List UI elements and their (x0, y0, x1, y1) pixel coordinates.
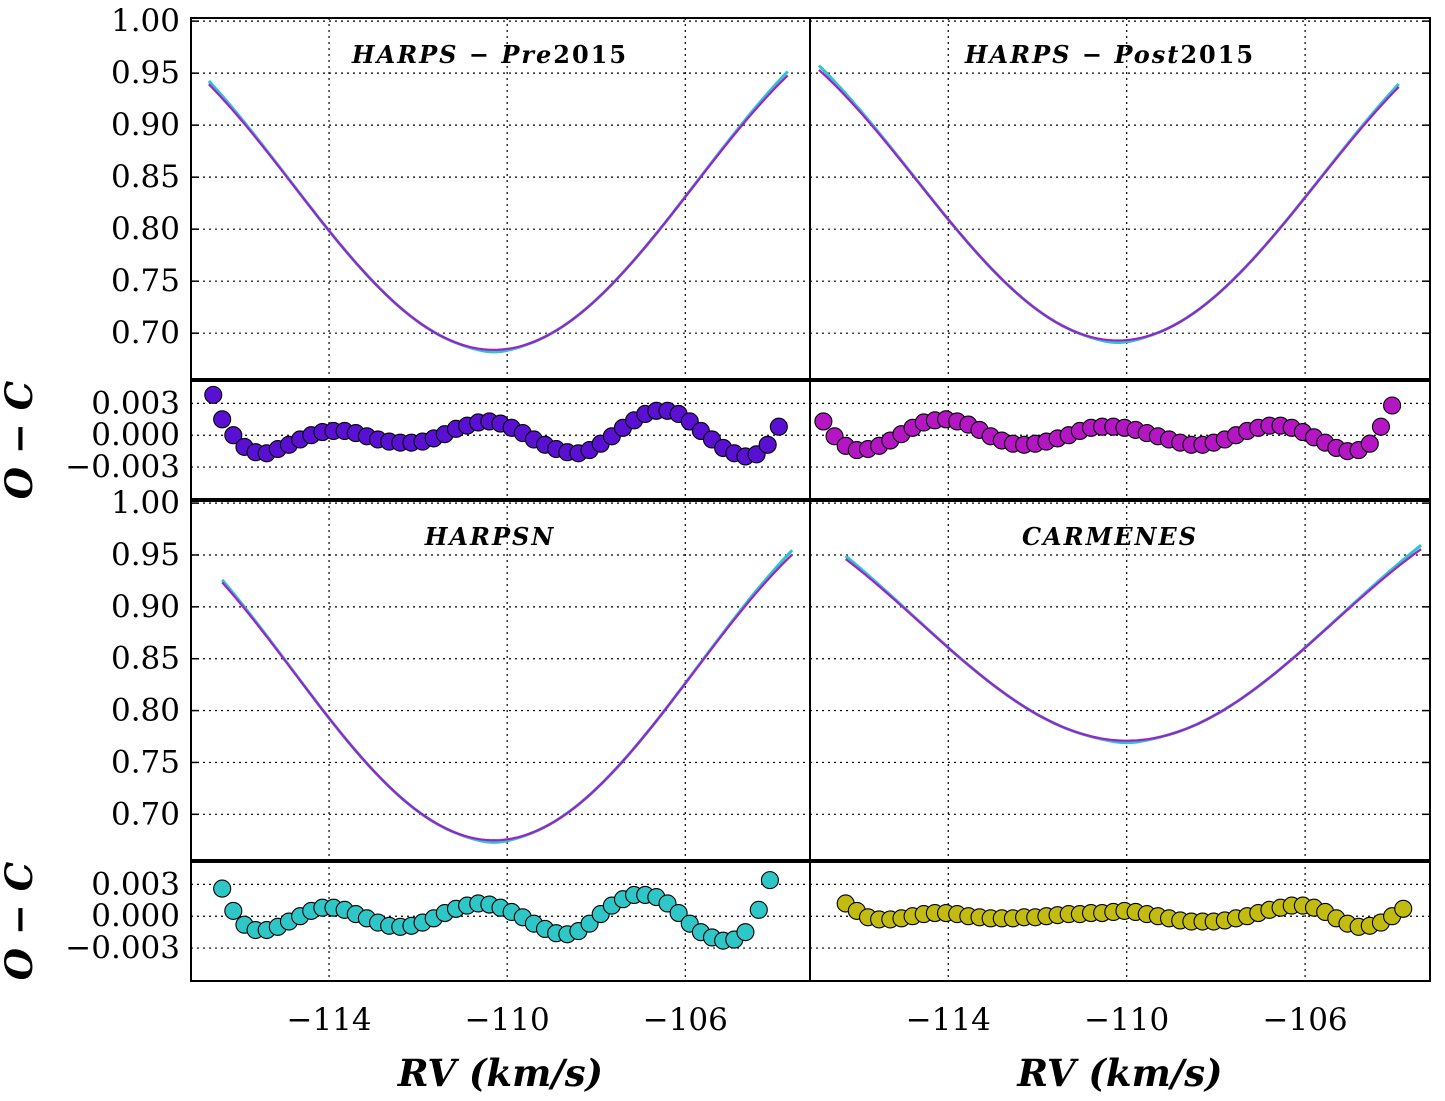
model-profile-harps-pre2015 (208, 74, 789, 351)
residual-y-tick-label: −0.003 (65, 449, 180, 485)
profile-y-tick-label: 0.75 (111, 744, 180, 780)
model-profile-carmenes (845, 548, 1422, 742)
profile-y-tick-label: 0.95 (111, 537, 180, 573)
profile-y-tick-label: 0.70 (111, 315, 180, 351)
residual-point-harps-pre2015 (204, 385, 223, 404)
residual-point-harps-post2015 (814, 412, 833, 431)
panel-title-main: CARMENES (1022, 522, 1198, 551)
residual-point-harps-post2015 (1383, 396, 1402, 415)
residual-point-harps-post2015 (1371, 417, 1390, 436)
x-axis-label: RV (km/s) (397, 1051, 603, 1095)
residual-point-harpsn (749, 900, 768, 919)
residual-point-harps-pre2015 (758, 435, 777, 454)
panel-title-harps-pre2015: HARPS − Pre2015 (351, 40, 628, 69)
model-profile-harpsn (221, 553, 793, 842)
profile-y-tick-label: 0.85 (111, 159, 180, 195)
panel-title-harpsn: HARPSN (424, 522, 556, 551)
x-tick-label: −106 (1263, 1002, 1348, 1038)
residual-point-harps-post2015 (1360, 434, 1379, 453)
residual-axis-label: O − C (0, 861, 41, 980)
profile-y-tick-label: 1.00 (111, 485, 180, 521)
observed-profile-harps-post2015 (817, 64, 1400, 345)
x-tick-label: −110 (1084, 1002, 1169, 1038)
residual-point-harpsn (760, 871, 779, 890)
profile-y-tick-label: 0.70 (111, 796, 180, 832)
model-profile-harps-post2015 (818, 69, 1400, 342)
profile-y-tick-label: 0.80 (111, 211, 180, 247)
residual-y-tick-label: 0.000 (91, 898, 180, 934)
residual-point-harps-pre2015 (769, 417, 788, 436)
profile-y-tick-label: 0.80 (111, 693, 180, 729)
x-tick-label: −110 (465, 1002, 550, 1038)
panel-title-suffix: 2015 (1180, 40, 1255, 69)
panel-title-main: HARPSN (424, 522, 556, 551)
profile-y-tick-label: 0.90 (111, 589, 180, 625)
panel-title-main: HARPS − Post (964, 40, 1180, 69)
x-tick-label: −114 (906, 1002, 991, 1038)
residual-y-tick-label: −0.003 (65, 930, 180, 966)
observed-profile-harps-pre2015 (207, 70, 789, 354)
profile-y-tick-label: 0.85 (111, 641, 180, 677)
panel-title-suffix: 2015 (553, 40, 628, 69)
residual-point-carmenes (1394, 899, 1413, 918)
residual-point-harpsn (669, 903, 688, 923)
profile-y-tick-label: 0.90 (111, 107, 180, 143)
profile-y-tick-label: 0.75 (111, 263, 180, 299)
x-tick-label: −106 (643, 1002, 728, 1038)
profile-y-tick-label: 0.95 (111, 55, 180, 91)
x-axis-label: RV (km/s) (1016, 1051, 1222, 1095)
residual-axis-label: O − C (0, 380, 41, 499)
residual-point-harps-pre2015 (224, 426, 243, 445)
residual-y-tick-label: 0.003 (91, 385, 180, 421)
residual-point-harpsn (224, 901, 243, 920)
observed-profile-carmenes (844, 544, 1423, 745)
residual-y-tick-label: 0.003 (91, 866, 180, 902)
residual-point-harpsn (736, 923, 755, 942)
residual-point-harps-pre2015 (213, 410, 232, 429)
observed-profile-harpsn (221, 549, 794, 844)
panel-title-carmenes: CARMENES (1022, 522, 1198, 551)
residual-y-tick-label: 0.000 (91, 417, 180, 453)
profile-y-tick-label: 1.00 (111, 3, 180, 39)
x-tick-label: −114 (286, 1002, 371, 1038)
panel-title-main: HARPS − Pre (351, 40, 553, 69)
residual-point-harpsn (213, 879, 232, 898)
panel-title-harps-post2015: HARPS − Post2015 (964, 40, 1255, 69)
